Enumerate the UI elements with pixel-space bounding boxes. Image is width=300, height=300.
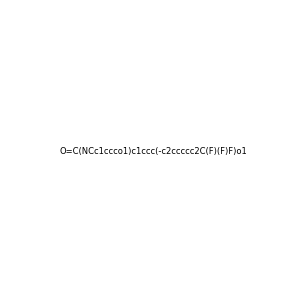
Text: O=C(NCc1ccco1)c1ccc(-c2ccccc2C(F)(F)F)o1: O=C(NCc1ccco1)c1ccc(-c2ccccc2C(F)(F)F)o1 [60,147,248,156]
